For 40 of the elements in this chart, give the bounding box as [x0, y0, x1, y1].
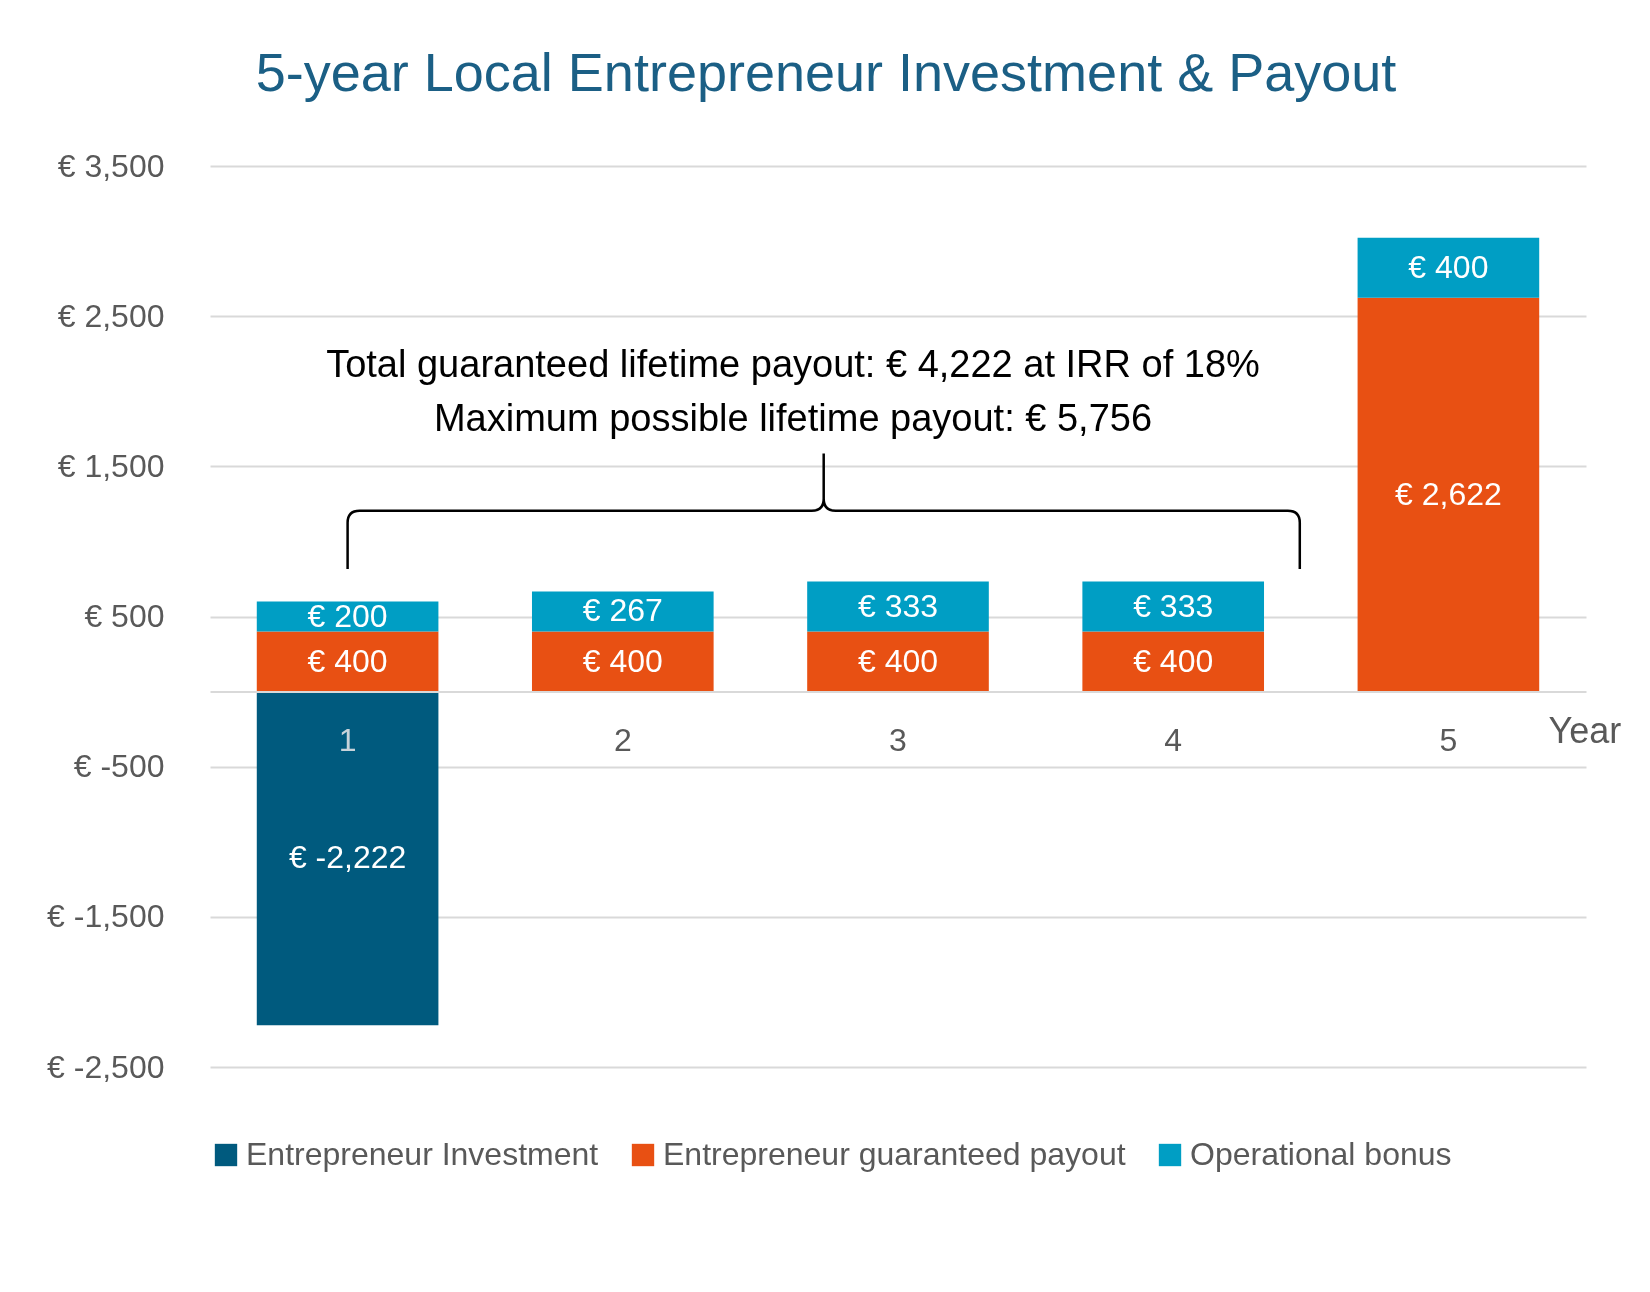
- bar: [256, 631, 439, 692]
- bar: [531, 591, 714, 632]
- y-tick-label: € -500: [73, 748, 165, 785]
- bar: [1357, 237, 1540, 298]
- y-tick-label: € -2,500: [47, 1048, 165, 1085]
- x-tick-label: 5: [1439, 722, 1458, 759]
- annotation: Total guaranteed lifetime payout: € 4,222 at IRR of 18%: [326, 343, 1260, 385]
- x-tick-label: 1: [338, 722, 357, 759]
- annotation: Maximum possible lifetime payout: € 5,756: [433, 397, 1153, 439]
- y-tick-label: € -1,500: [47, 898, 165, 935]
- bar: [807, 631, 989, 692]
- x-tick-label: 2: [613, 722, 632, 759]
- data-label: € 400: [1133, 642, 1214, 679]
- data-label: € 333: [857, 587, 939, 624]
- data-label: € -2,222: [288, 839, 407, 876]
- chart-title: 5-year Local Entrepreneur Investment & Payout: [255, 42, 1397, 102]
- x-axis-title: Year: [1548, 710, 1622, 752]
- bar: [531, 631, 714, 692]
- legend-label: Operational bonus: [1190, 1136, 1452, 1172]
- data-label: € 2,622: [1395, 475, 1502, 512]
- x-tick-label: 3: [889, 722, 907, 759]
- x-tick-label: 4: [1164, 722, 1183, 759]
- y-tick-label: € 1,500: [57, 447, 165, 484]
- data-label: € 400: [307, 642, 388, 679]
- bar: [1357, 297, 1540, 692]
- bar: [1082, 631, 1265, 692]
- data-label: € 400: [857, 642, 939, 679]
- bar: [256, 691, 439, 1026]
- y-tick-label: € 500: [84, 598, 165, 634]
- data-label: € 400: [1408, 248, 1489, 285]
- legend-label: Entrepreneur guaranteed payout: [663, 1136, 1126, 1172]
- data-label: € 267: [582, 592, 663, 629]
- bar: [1082, 581, 1265, 632]
- legend-label: Entrepreneur Investment: [246, 1136, 599, 1172]
- data-label: € 200: [307, 597, 388, 634]
- y-tick-label: € 3,500: [57, 147, 165, 184]
- data-label: € 333: [1133, 587, 1214, 624]
- data-label: € 400: [582, 642, 663, 679]
- bar: [807, 581, 989, 632]
- y-tick-label: € 2,500: [57, 297, 165, 334]
